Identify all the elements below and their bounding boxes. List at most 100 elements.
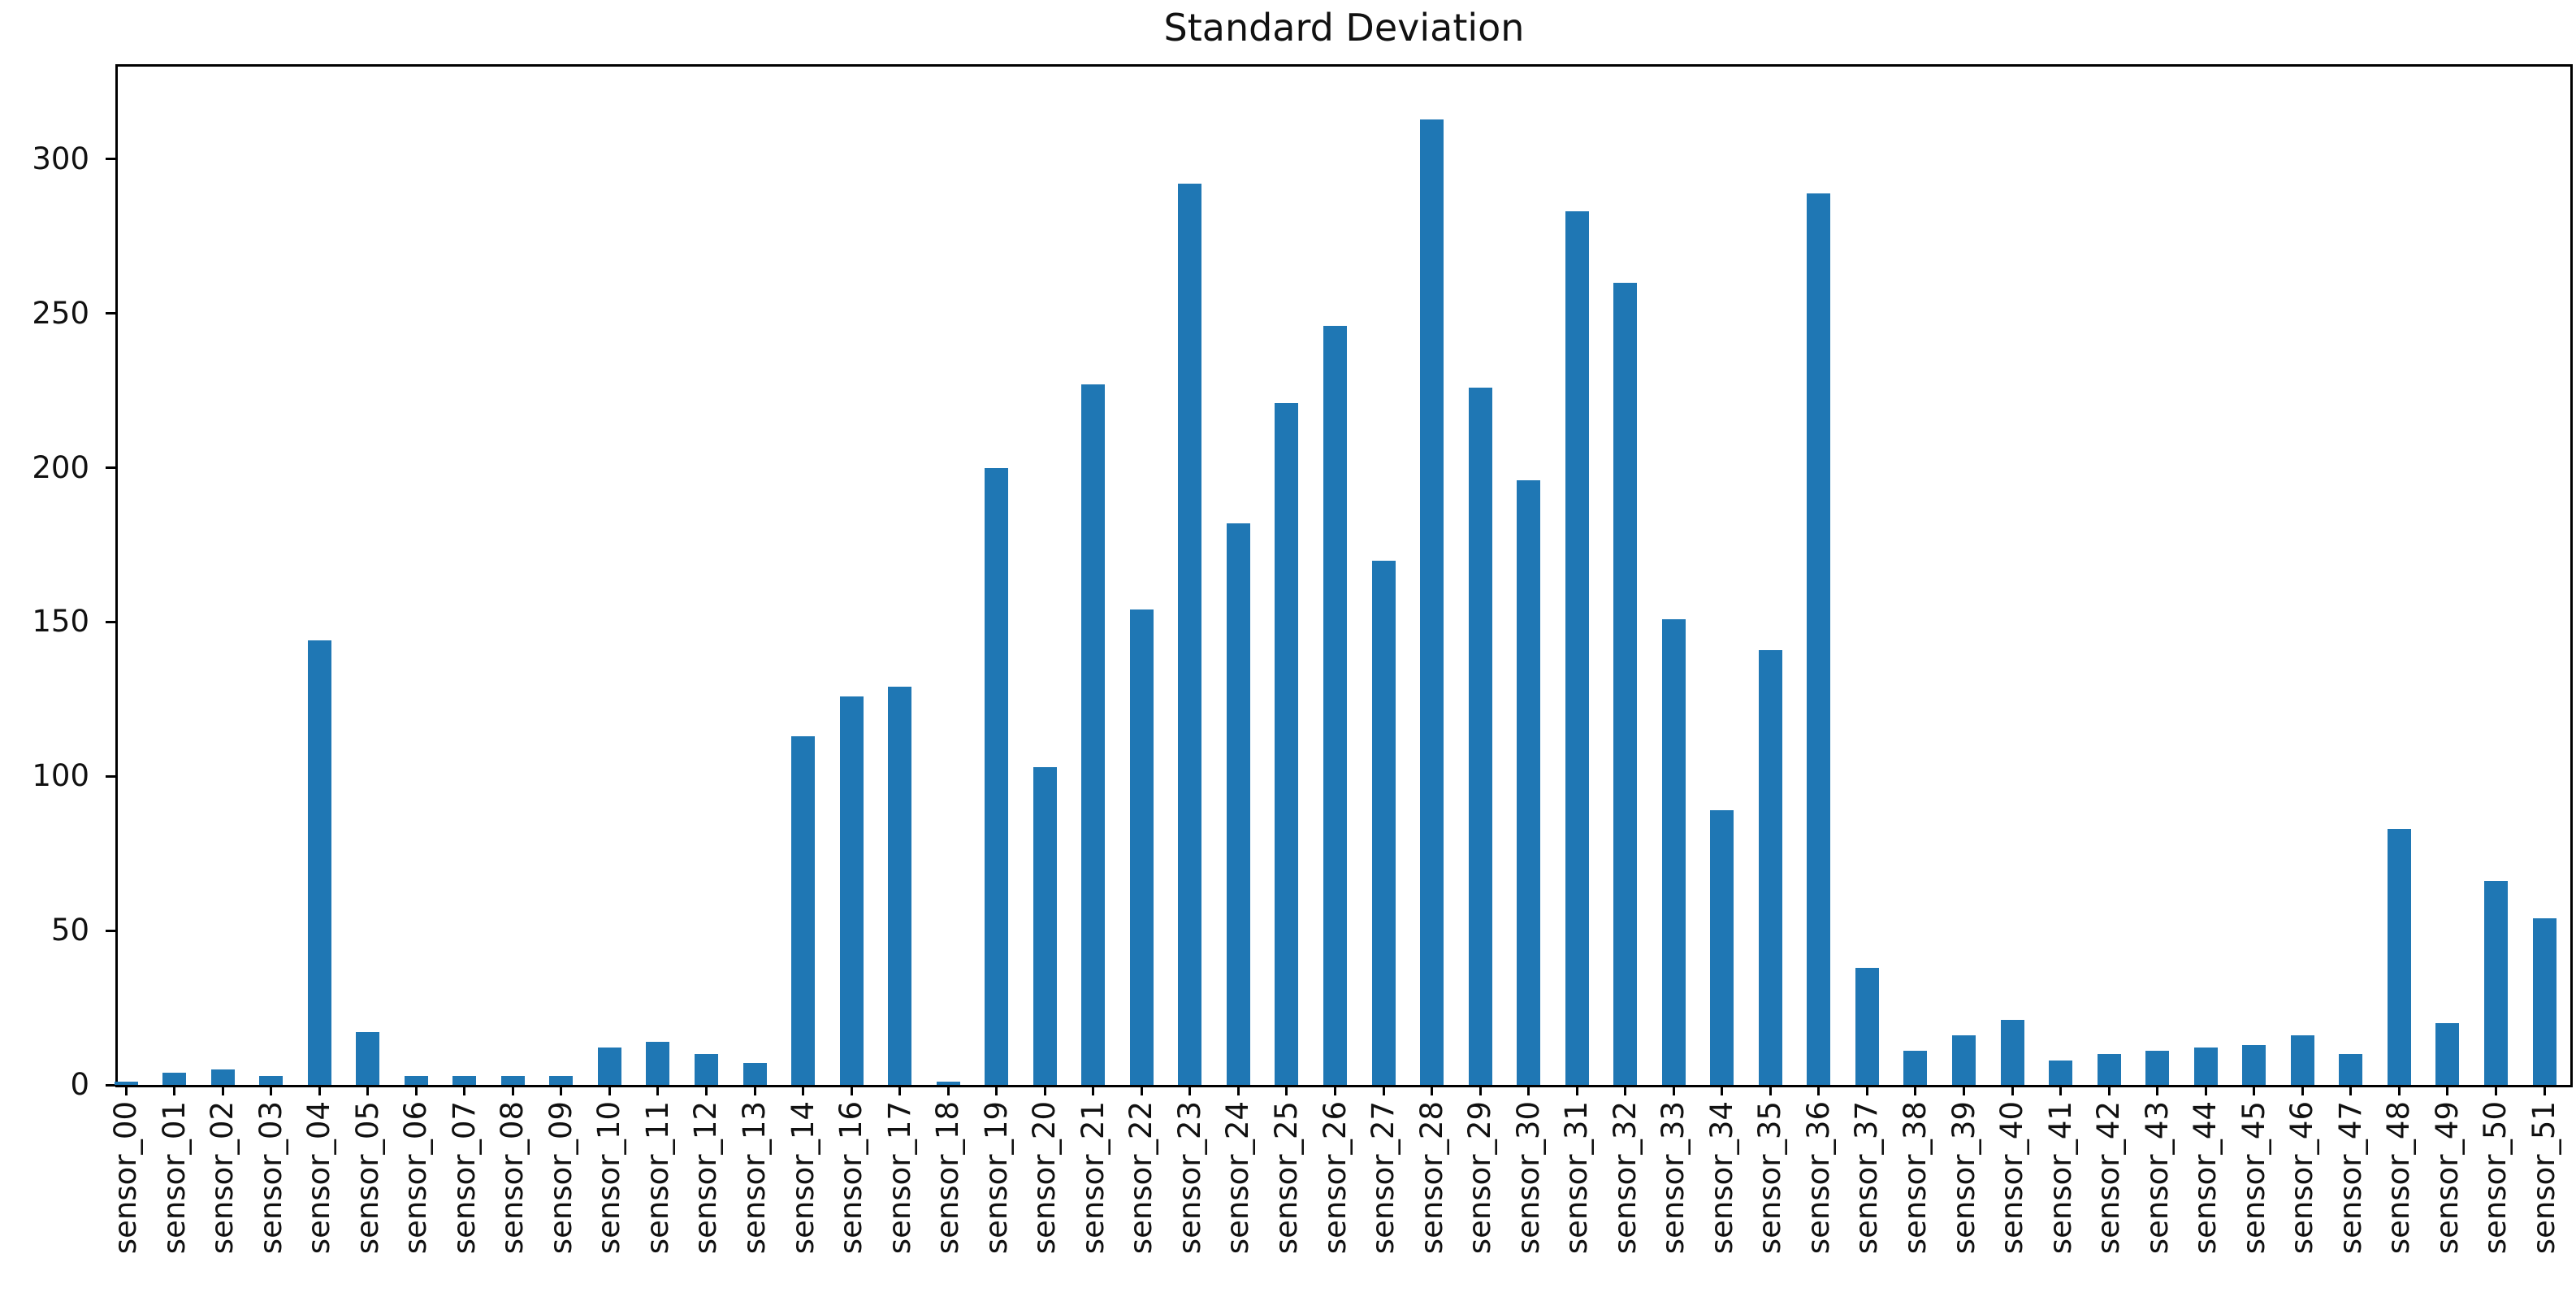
y-tick-mark (106, 466, 115, 470)
bar-sensor_06 (404, 1076, 428, 1085)
x-tick-label-sensor_16: sensor_16 (833, 1101, 869, 1255)
x-tick-label-sensor_24: sensor_24 (1220, 1101, 1256, 1255)
x-tick-mark (1624, 1085, 1627, 1095)
bar-sensor_16 (839, 696, 864, 1085)
x-tick-label-sensor_42: sensor_42 (2091, 1101, 2127, 1255)
x-tick-label-sensor_48: sensor_48 (2381, 1101, 2417, 1255)
x-tick-mark (2253, 1085, 2256, 1095)
x-tick-mark (2011, 1085, 2014, 1095)
x-tick-mark (1431, 1085, 1434, 1095)
x-tick-mark (2543, 1085, 2546, 1095)
x-tick-mark (270, 1085, 273, 1095)
x-tick-mark (463, 1085, 466, 1095)
y-tick-mark (106, 158, 115, 161)
x-tick-label-sensor_49: sensor_49 (2429, 1101, 2465, 1255)
x-tick-label-sensor_27: sensor_27 (1366, 1101, 1401, 1255)
x-tick-label-sensor_07: sensor_07 (446, 1101, 482, 1255)
x-tick-mark (946, 1085, 950, 1095)
bar-sensor_19 (985, 468, 1009, 1085)
bar-sensor_17 (888, 687, 912, 1085)
x-tick-mark (1769, 1085, 1772, 1095)
bar-sensor_37 (1855, 968, 1879, 1085)
x-tick-mark (656, 1085, 660, 1095)
bar-sensor_49 (2435, 1023, 2460, 1085)
x-tick-mark (511, 1085, 514, 1095)
x-tick-label-sensor_28: sensor_28 (1414, 1101, 1449, 1255)
x-tick-mark (2156, 1085, 2159, 1095)
chart-title: Standard Deviation (1163, 6, 1525, 50)
x-tick-label-sensor_41: sensor_41 (2042, 1101, 2078, 1255)
x-tick-label-sensor_13: sensor_13 (737, 1101, 773, 1255)
bar-sensor_13 (742, 1063, 767, 1085)
bar-sensor_34 (1710, 810, 1734, 1085)
y-tick-label: 100 (32, 758, 89, 794)
bar-sensor_44 (2193, 1048, 2218, 1085)
x-tick-mark (1575, 1085, 1578, 1095)
bar-sensor_27 (1371, 561, 1396, 1085)
x-tick-label-sensor_18: sensor_18 (930, 1101, 966, 1255)
bar-sensor_43 (2145, 1051, 2170, 1085)
x-tick-label-sensor_31: sensor_31 (1559, 1101, 1595, 1255)
x-tick-mark (1817, 1085, 1821, 1095)
x-tick-mark (1865, 1085, 1868, 1095)
x-tick-label-sensor_09: sensor_09 (543, 1101, 578, 1255)
bar-sensor_35 (1758, 650, 1782, 1085)
x-tick-mark (414, 1085, 418, 1095)
bar-sensor_25 (1275, 403, 1299, 1085)
x-tick-label-sensor_19: sensor_19 (978, 1101, 1014, 1255)
y-tick-mark (106, 620, 115, 623)
x-tick-label-sensor_40: sensor_40 (1994, 1101, 2030, 1255)
y-tick-label: 50 (50, 913, 89, 948)
x-tick-label-sensor_30: sensor_30 (1510, 1101, 1546, 1255)
x-tick-mark (850, 1085, 853, 1095)
x-tick-label-sensor_47: sensor_47 (2332, 1101, 2368, 1255)
x-tick-label-sensor_44: sensor_44 (2188, 1101, 2223, 1255)
x-tick-label-sensor_04: sensor_04 (301, 1101, 337, 1255)
x-tick-mark (318, 1085, 321, 1095)
bar-sensor_42 (2097, 1054, 2121, 1085)
x-tick-label-sensor_14: sensor_14 (785, 1101, 820, 1255)
y-tick-label: 150 (32, 604, 89, 640)
bar-sensor_03 (259, 1076, 284, 1085)
x-tick-label-sensor_17: sensor_17 (881, 1101, 917, 1255)
x-tick-mark (1285, 1085, 1288, 1095)
x-tick-label-sensor_01: sensor_01 (156, 1101, 192, 1255)
x-tick-label-sensor_29: sensor_29 (1462, 1101, 1498, 1255)
bar-sensor_05 (356, 1032, 380, 1085)
x-tick-mark (1527, 1085, 1530, 1095)
bar-sensor_22 (1129, 609, 1154, 1085)
x-tick-label-sensor_51: sensor_51 (2526, 1101, 2561, 1255)
x-tick-label-sensor_06: sensor_06 (398, 1101, 434, 1255)
bar-sensor_36 (1807, 193, 1831, 1085)
x-tick-label-sensor_20: sensor_20 (1027, 1101, 1063, 1255)
x-tick-mark (1672, 1085, 1675, 1095)
x-tick-mark (1092, 1085, 1095, 1095)
x-tick-label-sensor_25: sensor_25 (1268, 1101, 1304, 1255)
bar-sensor_00 (114, 1082, 138, 1085)
bar-sensor_48 (2387, 829, 2411, 1085)
bar-sensor_21 (1081, 384, 1106, 1085)
x-tick-label-sensor_37: sensor_37 (1849, 1101, 1885, 1255)
x-tick-label-sensor_35: sensor_35 (1752, 1101, 1788, 1255)
x-tick-mark (608, 1085, 611, 1095)
x-tick-mark (1043, 1085, 1046, 1095)
bar-sensor_01 (162, 1073, 187, 1085)
bar-sensor_12 (694, 1054, 718, 1085)
y-tick-label: 0 (70, 1067, 89, 1102)
bar-sensor_26 (1323, 326, 1347, 1085)
bar-sensor_28 (1420, 119, 1444, 1085)
x-tick-label-sensor_39: sensor_39 (1946, 1101, 1981, 1255)
x-tick-label-sensor_11: sensor_11 (639, 1101, 675, 1255)
x-tick-label-sensor_46: sensor_46 (2284, 1101, 2320, 1255)
bar-sensor_02 (210, 1069, 235, 1085)
y-tick-mark (106, 929, 115, 932)
bar-sensor_08 (500, 1076, 525, 1085)
x-tick-mark (1188, 1085, 1192, 1095)
x-tick-mark (560, 1085, 563, 1095)
x-tick-label-sensor_34: sensor_34 (1704, 1101, 1739, 1255)
x-tick-label-sensor_21: sensor_21 (1075, 1101, 1110, 1255)
bar-sensor_07 (452, 1076, 477, 1085)
y-tick-mark (106, 1083, 115, 1087)
bar-sensor_40 (2000, 1020, 2024, 1085)
x-tick-mark (173, 1085, 176, 1095)
